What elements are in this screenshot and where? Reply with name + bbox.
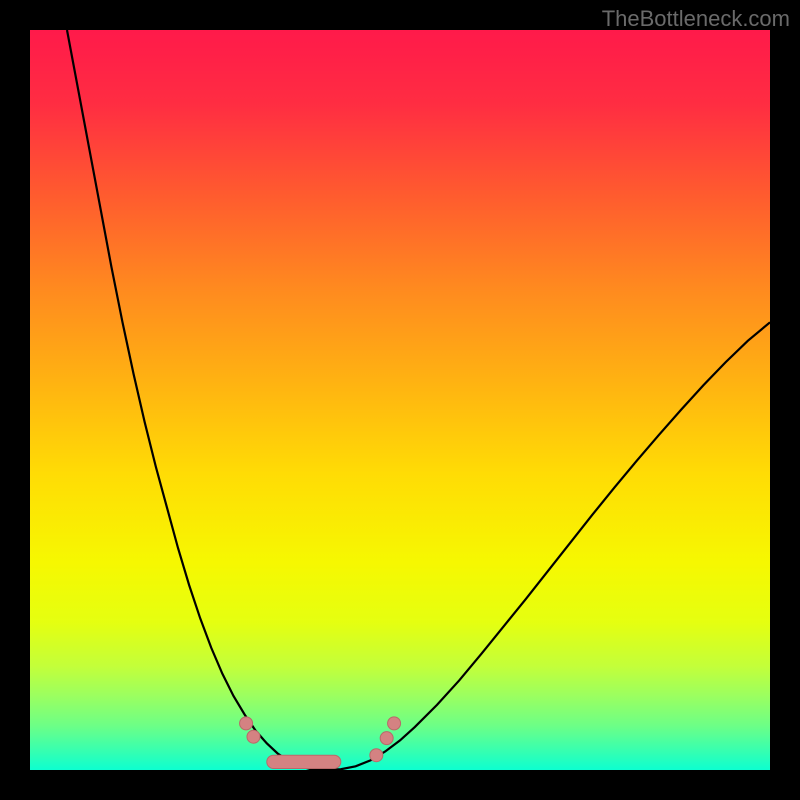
curve-left [67,30,326,770]
marker-point [388,717,401,730]
curve-right [326,322,770,770]
marker-point [370,749,383,762]
marker-point [380,732,393,745]
marker-point [247,730,260,743]
watermark-text: TheBottleneck.com [602,6,790,32]
marker-capsule [267,755,341,768]
chart-area [30,30,770,770]
marker-point [240,717,253,730]
curves-layer [30,30,770,770]
